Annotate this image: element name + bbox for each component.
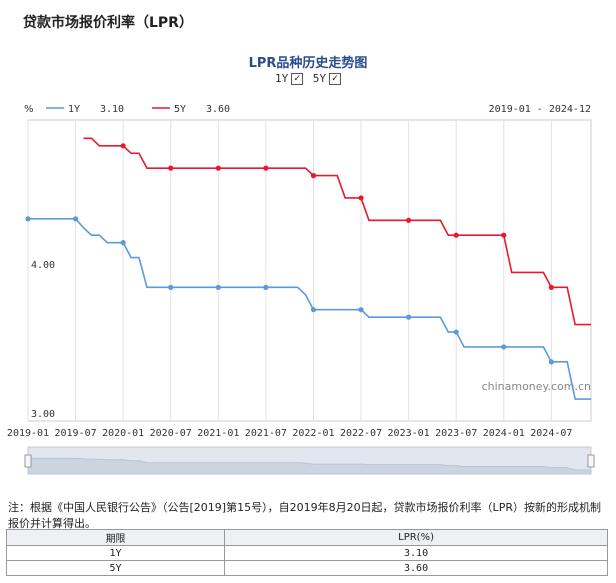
x-tick-label: 2024-07	[530, 428, 572, 439]
y-axis-label: %	[24, 104, 34, 115]
toggle-1y-label: 1Y	[275, 72, 289, 85]
footnote: 注：根据《中国人民银行公告》（公告[2019]第15号），自2019年8月20日…	[8, 501, 601, 530]
table-row: 1Y 3.10	[5, 545, 608, 561]
navigator-selection	[28, 447, 591, 474]
x-tick-label: 2019-07	[54, 428, 96, 439]
series-point	[406, 217, 412, 223]
x-tick-label: 2022-01	[292, 428, 334, 439]
series-point	[168, 284, 174, 290]
page-title: 贷款市场报价利率（LPR）	[23, 15, 193, 31]
y-tick-label: 3.00	[31, 409, 55, 420]
series-point	[310, 307, 317, 313]
x-tick-label: 2021-07	[245, 428, 287, 439]
date-range: 2019-01 - 2024-12	[489, 104, 591, 115]
toggle-5y-label: 5Y	[312, 72, 326, 85]
plot-area	[27, 119, 592, 422]
series-point	[263, 284, 269, 290]
table-cell-term: 1Y	[5, 545, 226, 561]
lpr-table: 期限 LPR(%) 1Y 3.10 5Y 3.60	[5, 529, 608, 576]
series-point	[72, 216, 79, 222]
table-cell-rate: 3.10	[224, 545, 608, 561]
series-point	[25, 216, 31, 222]
x-tick-label: 2022-07	[340, 428, 382, 439]
series-point	[548, 359, 554, 365]
series-line	[28, 218, 591, 400]
toggle-1y[interactable]: 1Y ✓	[275, 72, 304, 85]
legend-value: 3.10	[100, 104, 124, 115]
series-point	[453, 232, 459, 238]
series-point	[120, 240, 126, 246]
x-tick-label: 2024-01	[483, 428, 525, 439]
legend-name: 1Y	[68, 104, 80, 115]
table-cell-rate: 3.60	[224, 560, 608, 576]
chart-title: LPR品种历史走势图	[248, 56, 368, 71]
series-point	[310, 173, 317, 179]
navigator-handle-right[interactable]	[587, 454, 595, 468]
series-point	[406, 314, 412, 320]
table-header-term: 期限	[5, 529, 226, 546]
x-tick-label: 2020-07	[150, 428, 192, 439]
x-tick-label: 2023-01	[388, 428, 430, 439]
navigator-handle-left[interactable]	[24, 454, 32, 468]
series-point	[120, 143, 126, 149]
lpr-chart: 2019-01 2019-07 2020-01 2020-07 2021-01 2021-…	[7, 104, 595, 475]
series-point	[501, 344, 507, 350]
y-tick-label: 4.00	[31, 260, 55, 271]
series-point	[548, 284, 554, 290]
series-point	[358, 307, 364, 313]
series-point	[215, 284, 221, 290]
series-point	[215, 165, 221, 171]
series-toggles: 1Y ✓ 5Y ✓	[0, 72, 616, 85]
series-point	[263, 165, 269, 171]
table-cell-term: 5Y	[5, 560, 226, 576]
watermark: chinamoney.com.cn	[482, 380, 591, 393]
x-tick-label: 2023-07	[435, 428, 477, 439]
toggle-1y-checkbox[interactable]: ✓	[291, 72, 304, 85]
table-header-row: 期限 LPR(%)	[5, 529, 608, 546]
legend-name: 5Y	[174, 104, 186, 115]
toggle-5y[interactable]: 5Y ✓	[313, 72, 341, 85]
navigator-series	[27, 457, 592, 475]
series-point	[168, 165, 174, 171]
x-tick-label: 2020-01	[102, 428, 144, 439]
series-point	[453, 329, 459, 335]
series-line	[83, 137, 591, 326]
series-point	[501, 232, 507, 238]
toggle-5y-checkbox[interactable]: ✓	[329, 72, 341, 85]
x-tick-label: 2019-01	[7, 428, 49, 439]
table-header-lpr: LPR(%)	[224, 529, 608, 546]
table-row: 5Y 3.60	[5, 560, 608, 576]
legend-value: 3.60	[206, 104, 230, 115]
series-point	[358, 195, 364, 201]
x-tick-label: 2021-01	[197, 428, 239, 439]
